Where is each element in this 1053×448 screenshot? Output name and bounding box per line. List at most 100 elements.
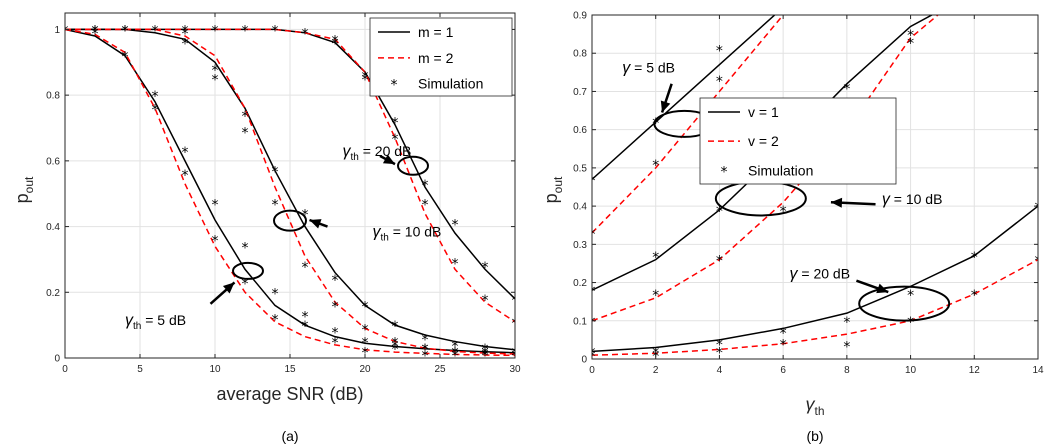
data-point-marker: *: [716, 43, 723, 59]
data-point-marker: *: [452, 349, 459, 365]
data-point-marker: *: [482, 342, 489, 358]
data-point-marker: *: [212, 23, 219, 39]
legend-label: v = 2: [748, 133, 779, 149]
data-point-marker: *: [332, 273, 339, 289]
data-point-marker: *: [62, 23, 69, 39]
data-point-marker: *: [971, 288, 978, 304]
chart-panel-a: * ******** **** ** ** ** ** ** ** *** * * **********…: [12, 12, 521, 444]
y-tick-label: 0.4: [573, 202, 587, 213]
data-point-marker: *: [122, 23, 129, 39]
data-point-marker: *: [589, 345, 596, 361]
caption-b: (b): [806, 428, 823, 444]
data-point-marker: *: [302, 27, 309, 43]
y-ticks-b: 0 0.1 0.2 0.3 0.4 0.5 0.6 0.7 0.8 0.9: [573, 11, 1038, 366]
data-point-marker: *: [92, 23, 99, 39]
data-point-marker: *: [212, 234, 219, 250]
y-tick-label: 1: [54, 25, 60, 36]
data-point-marker: *: [907, 36, 914, 52]
data-point-marker: *: [652, 116, 659, 132]
y-tick-label: 0.6: [46, 156, 60, 167]
data-point-marker: *: [652, 158, 659, 174]
legend-b: v = 1 v = 2 * Simulation: [699, 97, 897, 185]
data-point-marker: *: [482, 347, 489, 363]
data-point-marker: *: [152, 89, 159, 105]
annotation-label: γ = 10 dB: [882, 191, 943, 208]
data-point-marker: *: [242, 23, 249, 39]
x-tick-label: 8: [844, 365, 850, 376]
data-point-marker: *: [452, 339, 459, 355]
x-tick-label: 2: [653, 365, 659, 376]
data-point-marker: *: [422, 349, 429, 365]
data-point-marker: *: [716, 345, 723, 361]
data-point-marker: *: [212, 63, 219, 79]
annotation-arrowhead: [222, 282, 235, 294]
caption-a: (a): [281, 428, 298, 444]
data-point-marker: *: [452, 257, 459, 273]
data-point-marker: *: [512, 349, 519, 365]
series-line-dashed: [65, 28, 515, 357]
data-point-marker: *: [122, 23, 129, 39]
x-tick-label: 10: [209, 364, 221, 375]
data-point-marker: *: [1035, 200, 1042, 216]
data-point-marker: *: [122, 50, 129, 66]
data-point-marker: *: [652, 349, 659, 365]
y-tick-label: 0.6: [573, 125, 587, 136]
annotation-ellipse: [273, 209, 307, 232]
x-axis-label-b: γth: [805, 394, 824, 418]
data-point-marker: *: [362, 336, 369, 352]
legend-label: Simulation: [418, 76, 483, 92]
x-axis-label-a: average SNR (dB): [216, 384, 363, 404]
legend-label: m = 1: [418, 24, 454, 40]
annotation-label: γ = 5 dB: [622, 59, 675, 76]
series-line-solid: [592, 205, 1038, 353]
annotation-arrowhead: [876, 283, 889, 294]
y-tick-label: 0.9: [573, 11, 587, 22]
data-point-marker: *: [362, 69, 369, 85]
data-point-marker: *: [907, 288, 914, 304]
data-point-marker: *: [362, 345, 369, 361]
annotation-label: γ = 20 dB: [790, 266, 851, 283]
axes-b: [591, 14, 1039, 360]
data-point-marker: *: [92, 27, 99, 43]
annotation-arrowhead: [660, 100, 671, 113]
data-point-marker: *: [716, 74, 723, 90]
data-point-marker: *: [392, 319, 399, 335]
data-point-marker: *: [302, 309, 309, 325]
data-point-marker: *: [302, 319, 309, 335]
legend-marker: *: [721, 164, 728, 180]
series-line-solid: [65, 28, 515, 351]
x-ticks-a: 0 5 10 15 20 25 30: [62, 13, 521, 375]
data-point-marker: *: [212, 198, 219, 214]
legend-label: Simulation: [748, 162, 813, 178]
annotation-arrowhead: [830, 197, 843, 208]
data-point-marker: *: [452, 345, 459, 361]
data-point-marker: *: [652, 345, 659, 361]
data-point-marker: *: [512, 349, 519, 365]
x-ticks-b: 0 2 4 6 8 10 12 14: [589, 15, 1044, 376]
data-point-marker: *: [452, 345, 459, 361]
data-point-marker: *: [512, 293, 519, 309]
y-tick-label: 0.1: [573, 316, 587, 327]
series-line-solid: [592, 15, 776, 180]
y-tick-label: 0.8: [46, 91, 60, 102]
x-tick-label: 10: [905, 365, 917, 376]
x-tick-label: 6: [780, 365, 786, 376]
data-point-marker: *: [182, 37, 189, 53]
series-line-dashed: [592, 15, 785, 234]
data-point-marker: *: [652, 250, 659, 266]
data-point-marker: *: [332, 33, 339, 49]
data-point-marker: *: [242, 125, 249, 141]
data-point-marker: *: [182, 27, 189, 43]
data-point-marker: *: [512, 316, 519, 332]
data-point-marker: *: [843, 340, 850, 356]
data-point-marker: *: [780, 326, 787, 342]
x-tick-label: 30: [509, 364, 521, 375]
data-point-marker: *: [392, 339, 399, 355]
series-line-dashed: [592, 15, 940, 322]
data-point-marker: *: [482, 349, 489, 365]
data-point-marker: *: [362, 322, 369, 338]
annotation-ellipse: [858, 285, 951, 322]
data-point-marker: *: [716, 204, 723, 220]
y-tick-label: 0.2: [573, 278, 587, 289]
data-point-marker: *: [182, 145, 189, 161]
